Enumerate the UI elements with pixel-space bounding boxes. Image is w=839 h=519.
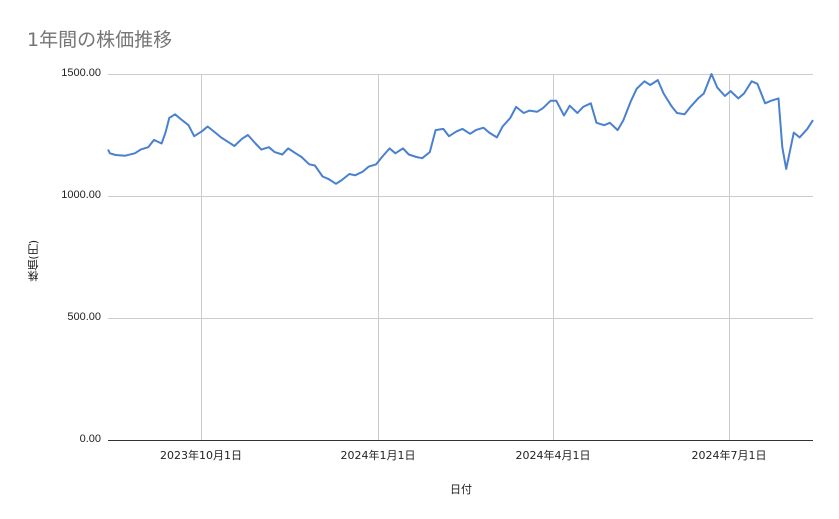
x-tick-2023-10: 2023年10月1日 bbox=[160, 449, 242, 462]
x-tick-2024-07: 2024年7月1日 bbox=[691, 449, 767, 462]
x-tick-2024-04: 2024年4月1日 bbox=[515, 449, 591, 462]
x-axis-label: 日付 bbox=[450, 483, 472, 496]
price-line bbox=[107, 73, 814, 185]
vertical-gridlines bbox=[201, 74, 730, 440]
chart-title: 1年間の株価推移 bbox=[27, 29, 173, 51]
y-tick-0: 0.00 bbox=[79, 433, 101, 445]
horizontal-gridlines bbox=[108, 74, 813, 319]
y-tick-1500: 1500.00 bbox=[61, 67, 101, 79]
y-tick-500: 500.00 bbox=[67, 311, 101, 323]
y-tick-1000: 1000.00 bbox=[61, 189, 101, 201]
x-tick-2024-01: 2024年1月1日 bbox=[340, 449, 416, 462]
